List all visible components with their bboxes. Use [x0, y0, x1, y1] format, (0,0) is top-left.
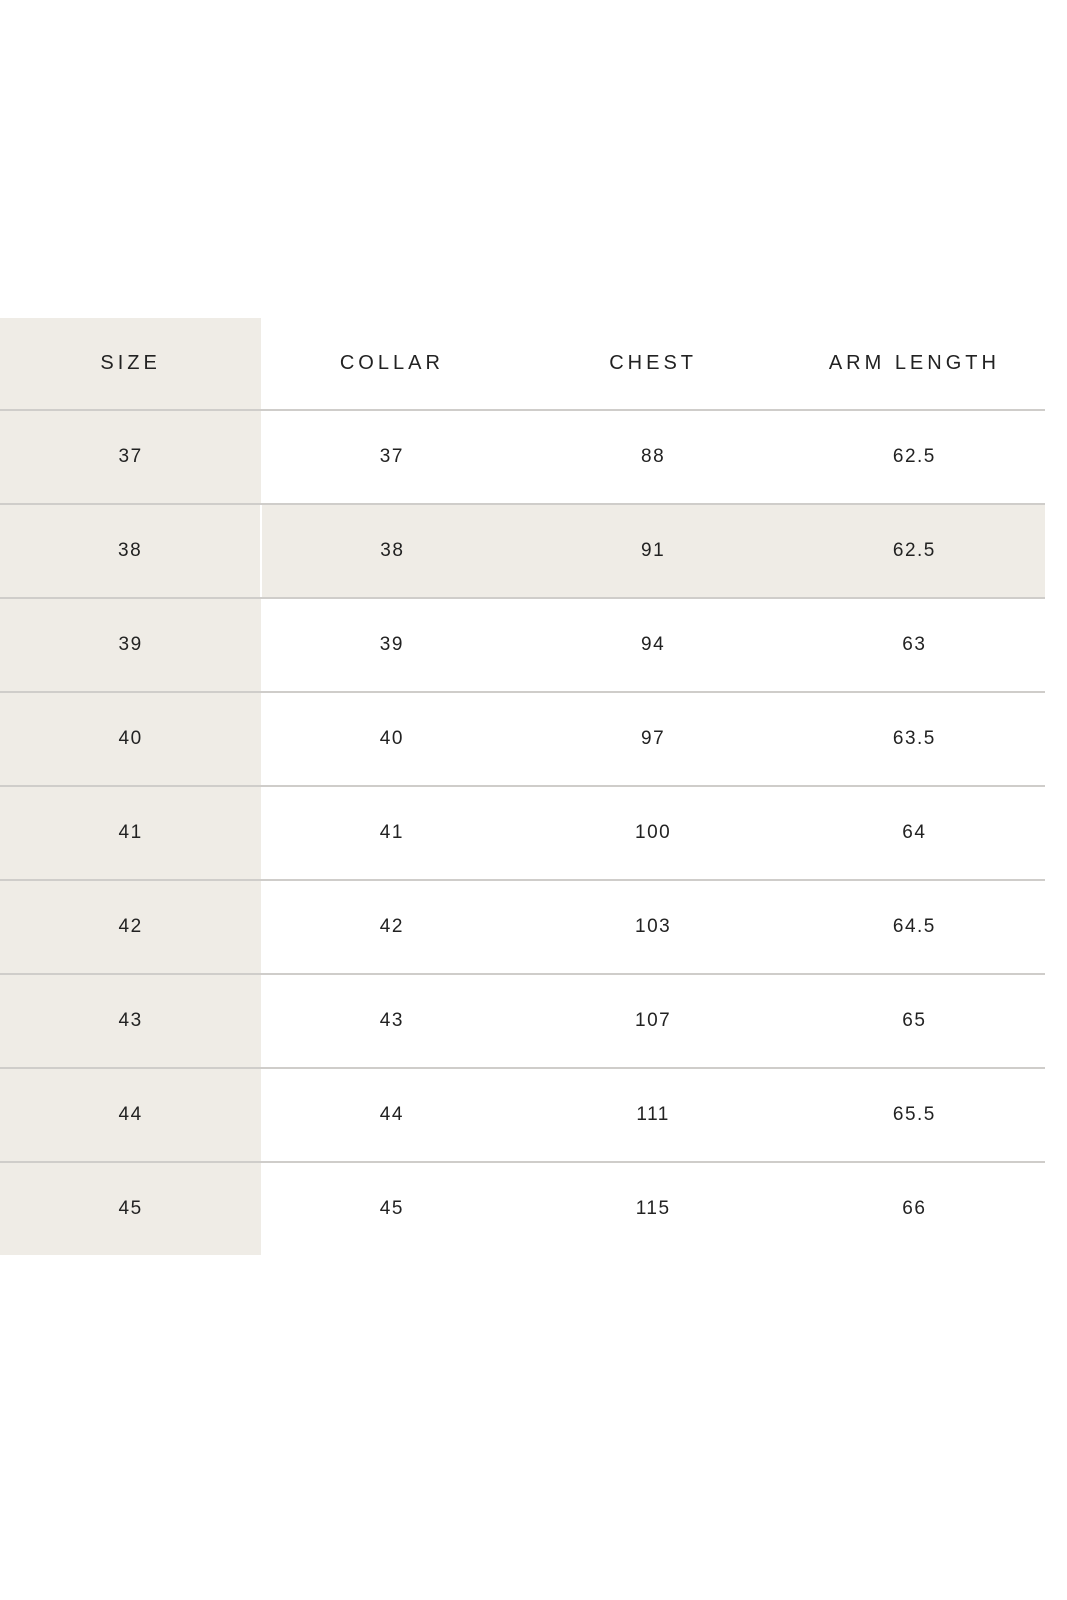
cell-collar: 44 — [261, 1068, 523, 1163]
cell-arm-length: 63.5 — [783, 692, 1045, 787]
cell-collar: 41 — [261, 786, 523, 881]
cell-size: 43 — [0, 974, 262, 1069]
cell-arm-length: 63 — [783, 598, 1045, 693]
cell-size: 38 — [0, 504, 263, 599]
cell-arm-length: 64 — [783, 786, 1045, 881]
cell-size: 37 — [0, 410, 262, 505]
cell-collar: 38 — [261, 504, 523, 599]
cell-size: 44 — [0, 1068, 262, 1163]
cell-arm-length: 65.5 — [783, 1068, 1045, 1163]
cell-collar: 40 — [261, 692, 523, 787]
cell-chest: 94 — [522, 598, 784, 693]
table-row: 39 39 94 63 — [0, 598, 1045, 693]
cell-collar: 43 — [261, 974, 523, 1069]
cell-chest: 91 — [522, 504, 784, 599]
table-row: 43 43 107 65 — [0, 974, 1045, 1069]
header-collar: COLLAR — [261, 318, 523, 411]
cell-size: 40 — [0, 692, 262, 787]
cell-arm-length: 62.5 — [783, 504, 1045, 599]
table-row: 40 40 97 63.5 — [0, 692, 1045, 787]
header-size: SIZE — [0, 318, 262, 411]
cell-chest: 97 — [522, 692, 784, 787]
cell-arm-length: 62.5 — [783, 410, 1045, 505]
cell-collar: 37 — [261, 410, 523, 505]
table-row: 38 38 91 62.5 — [0, 504, 1045, 599]
cell-size: 45 — [0, 1162, 262, 1255]
cell-size: 39 — [0, 598, 262, 693]
cell-chest: 107 — [522, 974, 784, 1069]
cell-collar: 45 — [379, 1198, 404, 1219]
cell-size: 42 — [0, 880, 262, 975]
cell-chest: 88 — [522, 410, 784, 505]
cell-arm-length: 65 — [783, 974, 1045, 1069]
cell-chest: 100 — [522, 786, 784, 881]
table-row: 37 37 88 62.5 — [0, 410, 1045, 505]
cell-arm-length: 64.5 — [783, 880, 1045, 975]
header-row: SIZE COLLAR CHEST ARM LENGTH — [0, 318, 1045, 411]
table-row: 44 44 111 65.5 — [0, 1068, 1045, 1163]
cell-size: 41 — [0, 786, 262, 881]
cell-collar: 39 — [261, 598, 523, 693]
header-arm-length: ARM LENGTH — [783, 318, 1045, 411]
cell-chest: 103 — [522, 880, 784, 975]
cell-collar: 42 — [261, 880, 523, 975]
cell-chest: 111 — [522, 1068, 784, 1163]
size-chart-table: SIZE COLLAR CHEST ARM LENGTH 37 37 88 62.5 3… — [0, 318, 1045, 1255]
table-row: 45 45 115 66 — [0, 1162, 1045, 1255]
cell-arm-length: 66 — [902, 1198, 927, 1219]
cell-chest: 115 — [635, 1198, 671, 1219]
header-chest: CHEST — [522, 318, 784, 411]
table-row: 42 42 103 64.5 — [0, 880, 1045, 975]
table-row: 41 41 100 64 — [0, 786, 1045, 881]
